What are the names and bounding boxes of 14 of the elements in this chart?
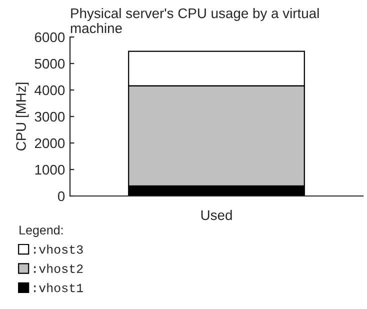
y-axis-title: CPU [MHz] bbox=[16, 82, 29, 151]
y-tick-label: 3000 bbox=[34, 112, 65, 122]
y-tick-label: 1000 bbox=[35, 164, 65, 175]
y-tick-label: 0 bbox=[58, 191, 65, 202]
legend-label: :vhost2 bbox=[34, 264, 83, 273]
x-tick-label: Used bbox=[201, 210, 232, 220]
y-tick-label: 4000 bbox=[34, 85, 65, 96]
y-tick-label: 5000 bbox=[34, 58, 65, 69]
y-tick-label: 2000 bbox=[34, 138, 65, 148]
legend-label: :vhost3 bbox=[34, 244, 83, 254]
legend-label: :vhost1 bbox=[34, 283, 83, 292]
legend-title: Legend: bbox=[20, 225, 63, 238]
chart-title: Physical server's CPU usage by a virtual machine bbox=[70, 8, 319, 34]
y-tick-label: 6000 bbox=[34, 32, 65, 42]
